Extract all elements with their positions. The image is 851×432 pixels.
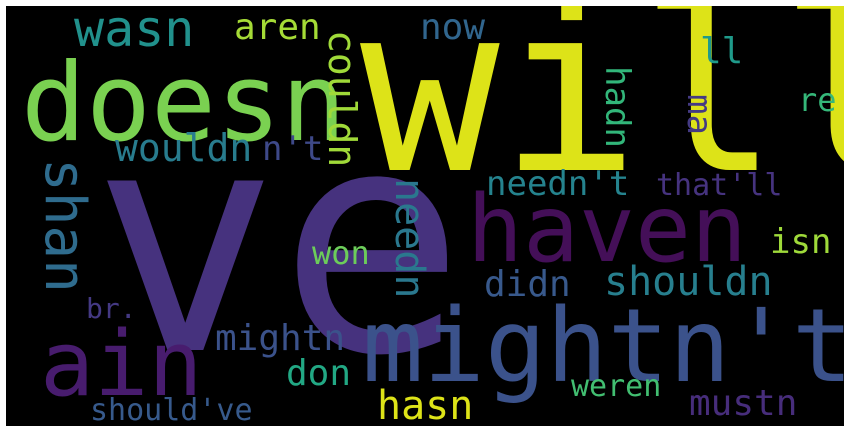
- word-wouldn: wouldn: [115, 126, 253, 170]
- word-cloud: will ve doesn haven mightn't ain wasn sh…: [6, 6, 844, 426]
- word-ain: ain: [40, 312, 203, 417]
- word-n-apos-t: n't: [262, 129, 324, 169]
- word-re: re: [798, 81, 837, 119]
- word-don: don: [286, 353, 352, 394]
- word-won: won: [312, 234, 370, 272]
- word-hadn: hadn: [597, 66, 637, 148]
- word-didn: didn: [484, 264, 571, 305]
- word-ve: ve: [92, 63, 466, 424]
- word-aren: aren: [234, 7, 321, 48]
- word-doesn: doesn: [21, 41, 347, 166]
- word-couldn: couldn: [320, 30, 364, 168]
- word-ma: ma: [679, 94, 719, 135]
- word-ll: ll: [700, 31, 744, 72]
- word-needn: needn: [386, 178, 432, 299]
- word-will: will: [360, 6, 844, 225]
- word-that-apos-ll: that'll: [656, 168, 783, 203]
- word-hasn: hasn: [377, 383, 474, 426]
- word-isn: isn: [770, 222, 832, 262]
- word-mightn: mightn: [215, 318, 346, 359]
- word-needn-apos-t: needn't: [486, 164, 630, 204]
- word-now: now: [420, 7, 486, 48]
- word-mightn-apos-t: mightn't: [362, 287, 844, 406]
- word-weren: weren: [571, 369, 662, 404]
- word-br: br.: [86, 292, 137, 325]
- word-should-apos-ve: should've: [90, 393, 253, 426]
- word-mustn: mustn: [689, 383, 798, 424]
- word-wasn: wasn: [74, 6, 195, 58]
- word-haven: haven: [467, 175, 747, 283]
- word-shouldn: shouldn: [604, 259, 773, 305]
- word-shan: shan: [32, 158, 97, 293]
